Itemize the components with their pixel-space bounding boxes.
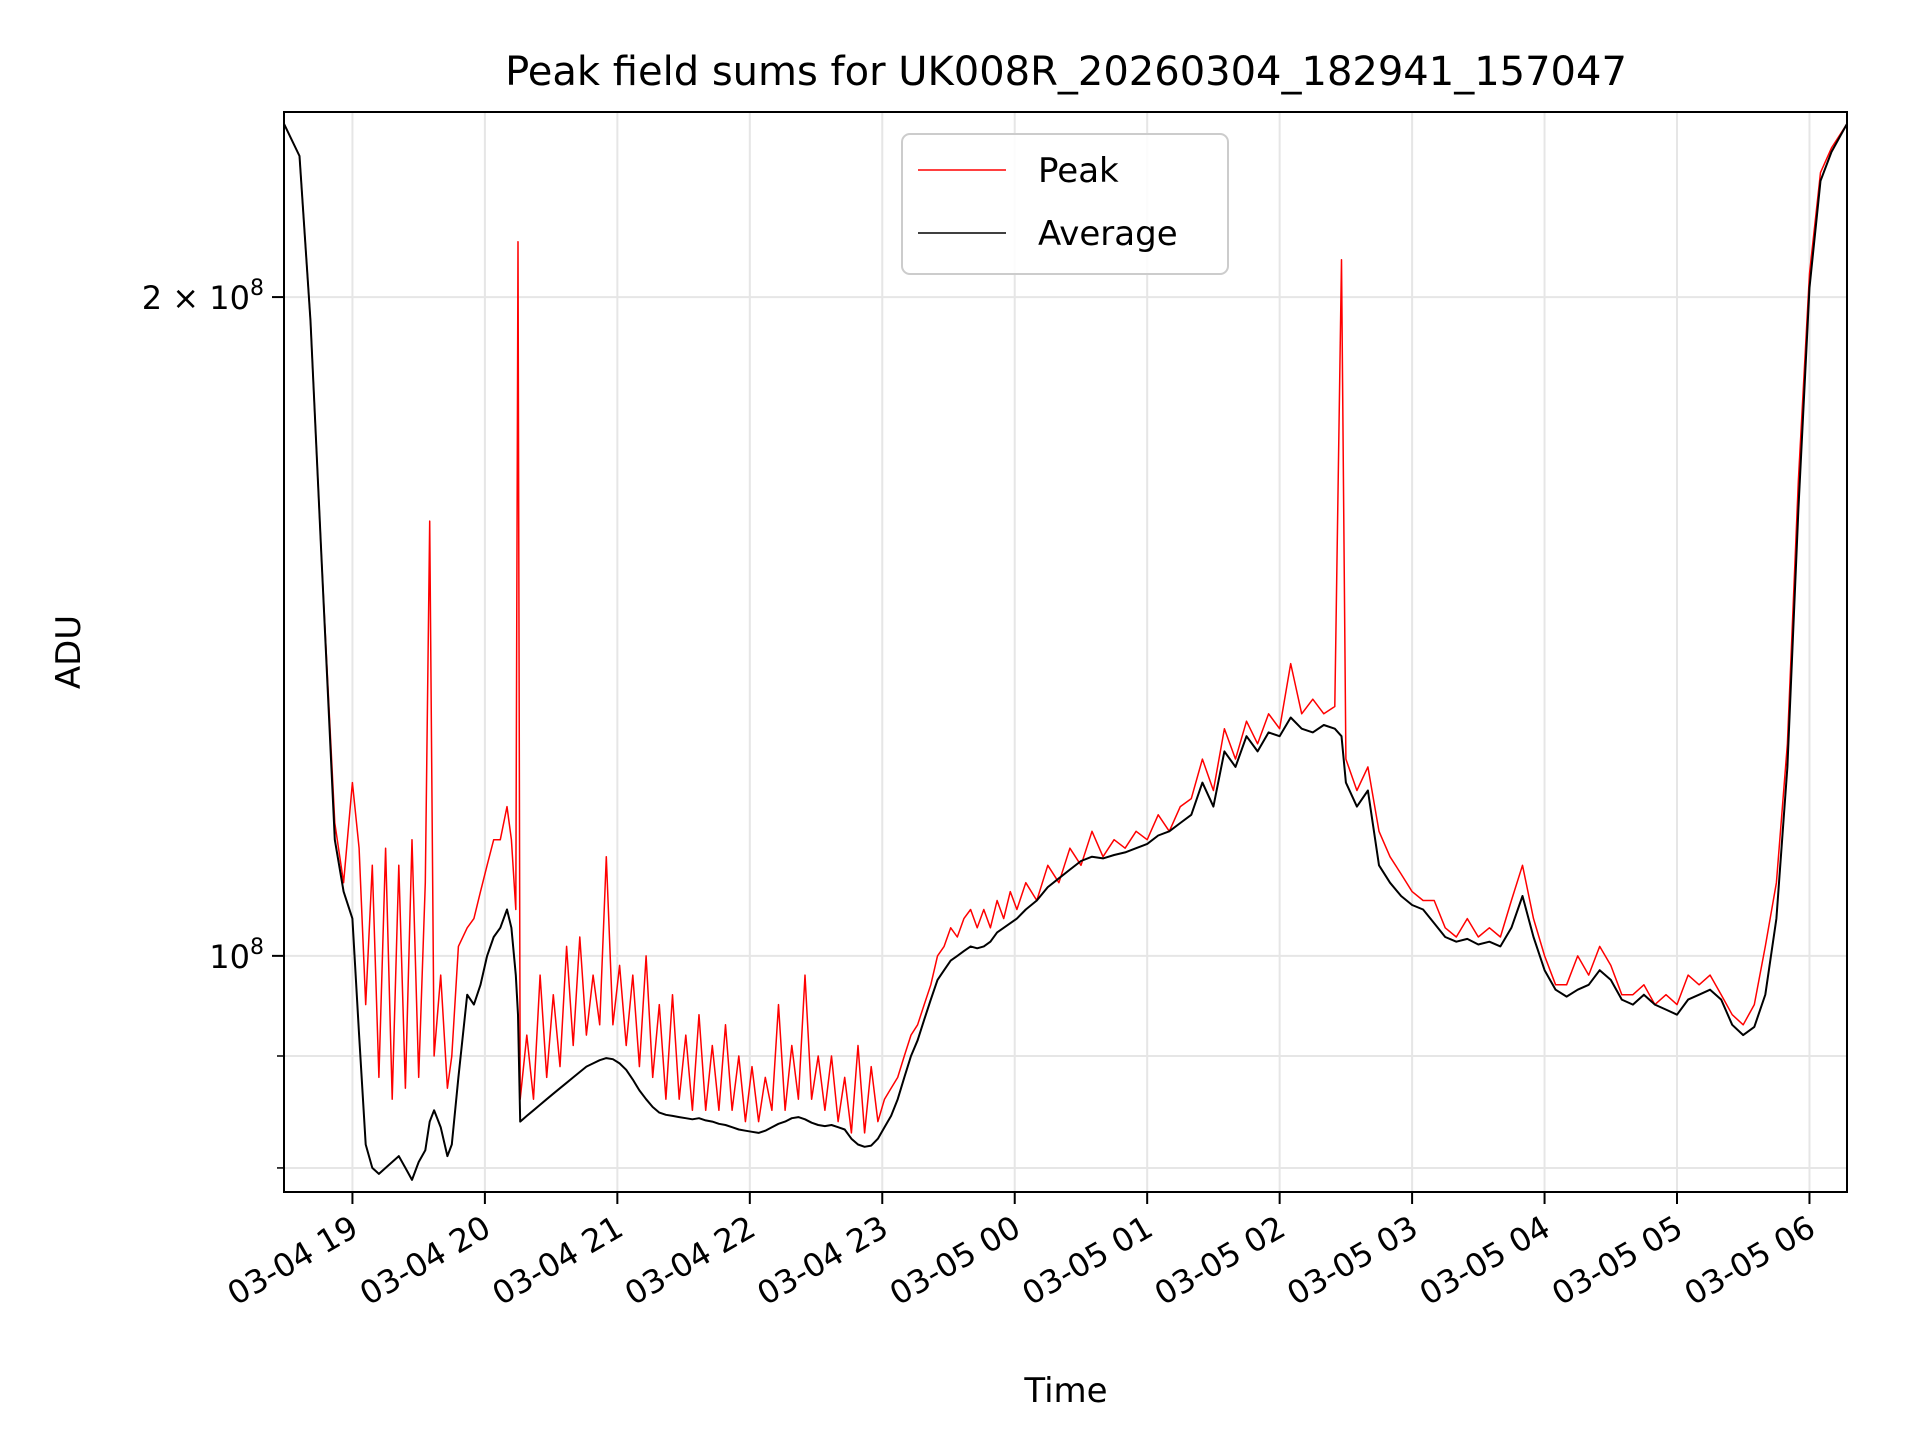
y-tick-label: 108 <box>209 935 264 976</box>
series-line-peak <box>284 123 1847 1134</box>
chart-title: Peak field sums for UK008R_20260304_1829… <box>505 49 1627 95</box>
legend-label-average: Average <box>1038 214 1178 254</box>
legend: Peak Average <box>901 133 1229 275</box>
plot-frame <box>283 111 1848 1193</box>
grid <box>284 112 1847 1192</box>
legend-box <box>901 133 1229 275</box>
series-line-average <box>284 123 1847 1181</box>
legend-label-peak: Peak <box>1038 151 1119 191</box>
plot-area <box>284 123 1847 1181</box>
y-axis-label: ADU <box>49 615 89 689</box>
y-tick-label: 2 × 108 <box>142 276 264 317</box>
x-axis-label: Time <box>1023 1371 1107 1411</box>
